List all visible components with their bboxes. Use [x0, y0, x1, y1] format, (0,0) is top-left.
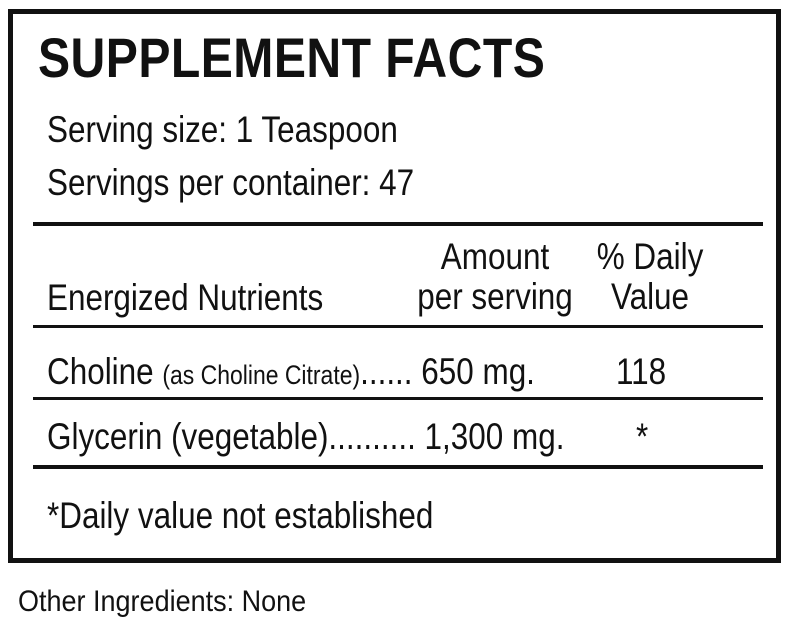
- nutrient-name: Glycerin (vegetable): [47, 416, 329, 457]
- column-header-amount-line2: per serving: [417, 275, 573, 317]
- leader-dots: ..........: [328, 416, 416, 457]
- nutrient-row-choline: Choline (as Choline Citrate)...... 650 m…: [47, 353, 535, 390]
- supplement-facts-panel: [8, 9, 781, 563]
- nutrient-row-glycerin: Glycerin (vegetable).......... 1,300 mg.: [47, 418, 564, 455]
- column-header-daily-value: % Daily Value: [574, 237, 727, 317]
- nutrient-qualifier: (as Choline Citrate): [162, 360, 361, 390]
- header-rule: [33, 222, 763, 226]
- nutrient-name: Choline: [47, 351, 154, 392]
- leader-dots: ......: [360, 351, 413, 392]
- servings-per-container: Servings per container: 47: [47, 162, 415, 203]
- row-rule: [33, 397, 763, 400]
- bottom-rule: [33, 465, 763, 469]
- label-title: SUPPLEMENT FACTS: [38, 26, 546, 89]
- column-header-dv-line1: % Daily: [596, 236, 704, 277]
- column-header-amount-line1: Amount: [440, 236, 550, 277]
- nutrient-dv-glycerin: *: [636, 416, 649, 457]
- nutrient-amount: 650 mg.: [421, 351, 535, 392]
- columns-rule: [33, 325, 763, 328]
- column-header-dv-line2: Value: [610, 275, 690, 317]
- daily-value-note: *Daily value not established: [47, 495, 434, 536]
- column-header-nutrients: Energized Nutrients: [47, 277, 324, 318]
- column-header-amount: Amount per serving: [397, 237, 593, 317]
- nutrient-amount: 1,300 mg.: [424, 416, 565, 457]
- serving-size: Serving size: 1 Teaspoon: [47, 109, 398, 150]
- other-ingredients: Other Ingredients: None: [18, 585, 307, 618]
- nutrient-dv-choline: 118: [616, 351, 667, 392]
